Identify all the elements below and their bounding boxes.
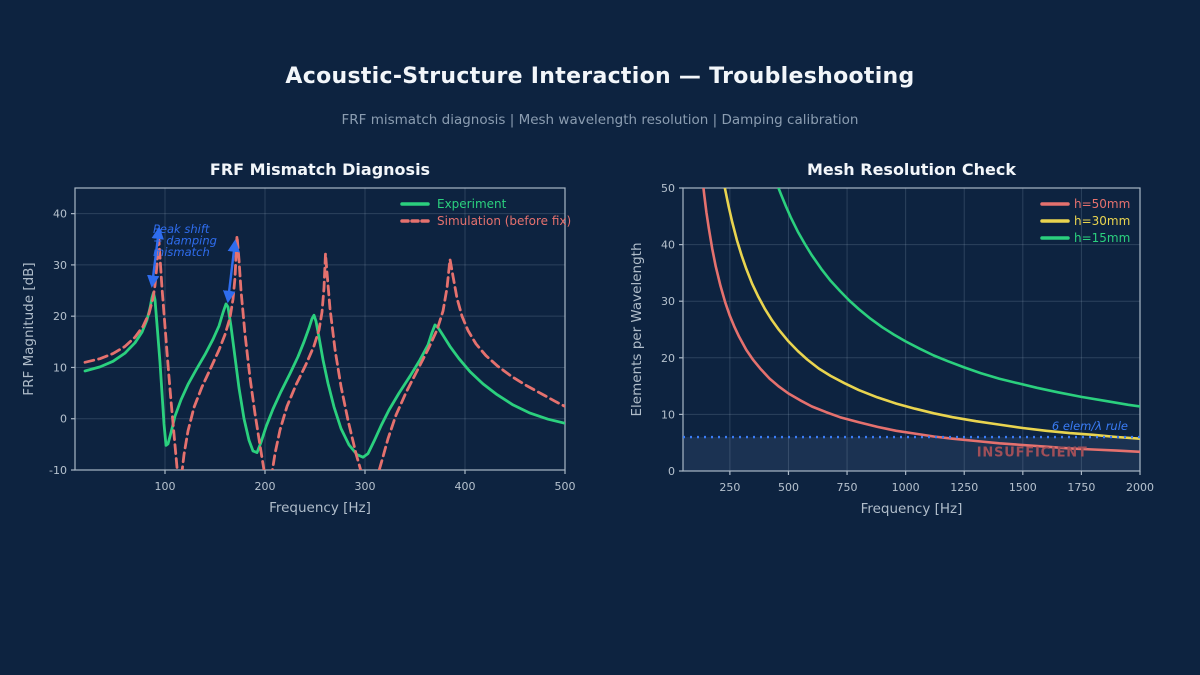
plot-border [74,187,566,471]
legend-label-h-30mm: h=30mm [1074,214,1130,228]
y-tick-label: 40 [661,239,675,252]
main-title: Acoustic-Structure Interaction — Trouble… [285,64,915,89]
subtitle: FRF mismatch diagnosis | Mesh wavelength… [341,112,859,128]
x-tick-label: 250 [719,481,740,494]
frf-mismatch-chart: 100 200 300 400 500 -10 0 10 20 30 40 Peak shift + d… [21,160,576,516]
y-tick-label: 50 [661,182,675,195]
x-tick-label: 500 [778,481,799,494]
x-tick-label: 1750 [1067,481,1095,494]
series-h-30mm [723,188,1140,441]
x-axis-label: Frequency [Hz] [269,500,371,516]
insufficient-label: INSUFFICIENT [977,445,1088,460]
x-tick-label: 100 [155,480,176,493]
y-tick-label: 30 [53,259,67,272]
series-experiment [83,291,565,459]
mismatch-arrow [222,239,241,304]
legend-label-simulation-before-fix: Simulation (before fix) [437,214,571,228]
y-tick-label: 20 [661,352,675,365]
x-axis-label: Frequency [Hz] [861,501,963,517]
mismatch-arrow [147,226,164,288]
series-h-15mm [777,188,1140,408]
y-axis-label: Elements per Wavelength [629,242,645,416]
x-tick-label: 400 [455,480,476,493]
x-tick-label: 1000 [892,481,920,494]
y-tick-label: 20 [53,310,67,323]
chart-title: FRF Mismatch Diagnosis [210,160,430,179]
x-tick-label: 2000 [1126,481,1154,494]
x-tick-label: 200 [255,480,276,493]
x-tick-label: 750 [837,481,858,494]
legend-label-experiment: Experiment [437,197,507,211]
plot-border [682,187,1141,472]
y-axis-label: FRF Magnitude [dB] [21,262,37,395]
y-tick-label: 30 [661,295,675,308]
y-tick-label: 10 [53,361,67,374]
insufficient-band [683,437,1140,471]
series-simulation-before-fix [83,231,565,470]
legend-label-h-15mm: h=15mm [1074,231,1130,245]
rule-label: 6 elem/λ rule [1052,419,1128,433]
annotation-text: Peak shift + damping mismatch [153,222,217,259]
x-tick-label: 500 [555,480,576,493]
mesh-resolution-chart: 250 500 750 1000 1250 1500 1750 2000 0 10 20 30 40 50… [629,160,1154,517]
legend-label-h-50mm: h=50mm [1074,197,1130,211]
chart-title: Mesh Resolution Check [807,160,1016,179]
y-tick-label: 10 [661,408,675,421]
x-tick-label: 1250 [950,481,978,494]
y-tick-label: 40 [53,208,67,221]
x-tick-label: 1500 [1009,481,1037,494]
y-tick-label: 0 [668,465,675,478]
x-tick-label: 300 [355,480,376,493]
series-h-50mm [702,188,1140,454]
y-tick-label: 0 [60,413,67,426]
y-tick-label: -10 [49,464,67,477]
